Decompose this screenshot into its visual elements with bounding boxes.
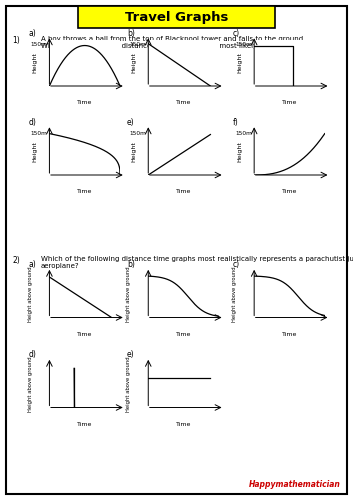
Text: Height: Height [132,52,137,74]
Text: 150m: 150m [130,132,146,136]
Text: Time: Time [77,100,92,105]
FancyBboxPatch shape [78,6,275,28]
Text: Height: Height [33,142,38,163]
Text: Height above ground: Height above ground [126,266,131,322]
Text: Height above ground: Height above ground [232,266,237,322]
Text: b): b) [127,28,135,38]
Text: c): c) [233,260,240,269]
Text: 150m: 150m [31,132,48,136]
Text: Height: Height [238,142,243,163]
Text: 150m: 150m [130,42,146,48]
Text: b): b) [127,260,135,269]
Text: Travel Graphs: Travel Graphs [125,10,228,24]
Text: Time: Time [176,189,191,194]
Text: Which of the following distance time graphs most realistically represents a para: Which of the following distance time gra… [41,256,353,262]
Text: aeroplane?: aeroplane? [41,263,79,269]
Text: 150m: 150m [235,132,252,136]
Text: Time: Time [282,189,297,194]
Text: Time: Time [77,332,92,336]
Text: Height above ground: Height above ground [28,356,32,412]
Text: d): d) [28,118,36,126]
Text: Time: Time [77,189,92,194]
Text: Time: Time [282,332,297,336]
FancyBboxPatch shape [6,6,347,494]
Text: Height above ground: Height above ground [126,356,131,412]
Text: Time: Time [176,100,191,105]
Text: Height above ground: Height above ground [28,266,32,322]
Text: Height: Height [238,52,243,74]
Text: a): a) [28,28,36,38]
Text: Time: Time [176,332,191,336]
Text: 150m: 150m [31,42,48,48]
Text: 1): 1) [12,36,20,45]
Text: d): d) [28,350,36,359]
Text: Happymathematician: Happymathematician [249,480,341,489]
Text: e): e) [127,118,135,126]
Text: Height: Height [132,142,137,163]
Text: Which of the following distance time graphs is the most likely to be correct?: Which of the following distance time gra… [41,43,307,49]
Text: Time: Time [282,100,297,105]
Text: Time: Time [176,422,191,426]
Text: e): e) [127,350,135,359]
Text: a): a) [28,260,36,269]
Text: A boy throws a ball from the top of Blackpool tower and falls to the ground.: A boy throws a ball from the top of Blac… [41,36,305,42]
Text: 150m: 150m [235,42,252,48]
Text: 2): 2) [12,256,20,265]
Text: f): f) [233,118,239,126]
Text: Height: Height [33,52,38,74]
Text: Time: Time [77,422,92,426]
Text: c): c) [233,28,240,38]
